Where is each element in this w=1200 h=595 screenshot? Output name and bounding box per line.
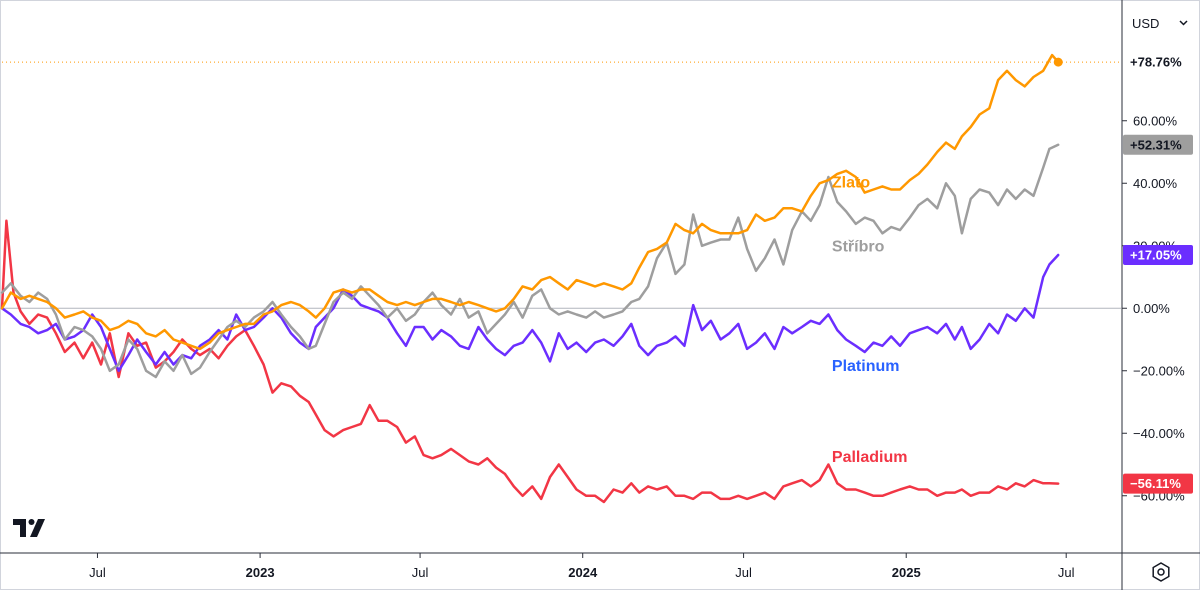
series-line-zlato[interactable] — [0, 53, 1060, 351]
x-tick-label: 2025 — [892, 565, 921, 580]
price-tag-label: −56.11% — [1130, 476, 1181, 491]
price-tag-label: +52.31% — [1130, 137, 1182, 152]
tradingview-logo-icon[interactable] — [13, 519, 45, 537]
series-label-palladium: Palladium — [832, 449, 908, 466]
gear-icon — [1152, 562, 1170, 582]
x-tick-label: 2023 — [246, 565, 275, 580]
price-tag-platinum: +17.05% — [1123, 244, 1193, 265]
price-tag-label: +17.05% — [1130, 247, 1182, 262]
series-end-marker — [1053, 57, 1063, 67]
currency-label: USD — [1132, 16, 1159, 31]
y-tick-label: 60.00% — [1133, 113, 1178, 128]
y-tick-label: 40.00% — [1133, 176, 1178, 191]
series-label-stříbro: Stříbro — [832, 238, 885, 255]
series-label-zlato: Zlato — [832, 174, 870, 191]
plot-area[interactable] — [0, 53, 1121, 504]
settings-button[interactable] — [1123, 554, 1199, 589]
price-tags: +78.76% +52.31% +17.05% −56.11% — [1123, 52, 1193, 494]
series-line-stříbro[interactable] — [0, 143, 1060, 379]
series-labels: Zlato Stříbro Platinum Palladium — [832, 174, 908, 466]
y-tick-label: 0.00% — [1133, 301, 1170, 316]
price-tag-zlato: +78.76% — [1123, 52, 1193, 73]
y-tick-label: −40.00% — [1133, 426, 1185, 441]
chevron-down-icon — [1179, 20, 1188, 26]
x-tick-label: 2024 — [568, 565, 598, 580]
time-axis[interactable]: Jul 2023 Jul 2024 Jul 2025 Jul — [89, 553, 1075, 580]
x-tick-label: Jul — [1058, 565, 1075, 580]
x-tick-label: Jul — [412, 565, 429, 580]
x-tick-label: Jul — [89, 565, 106, 580]
series-label-platinum: Platinum — [832, 358, 900, 375]
y-tick-label: −20.00% — [1133, 363, 1185, 378]
price-tag-palladium: −56.11% — [1123, 473, 1193, 494]
series-line-palladium[interactable] — [0, 219, 1060, 504]
price-tag-stříbro: +52.31% — [1123, 134, 1193, 155]
price-tag-label: +78.76% — [1130, 55, 1182, 70]
x-tick-label: Jul — [735, 565, 752, 580]
currency-selector[interactable]: USD — [1123, 1, 1199, 45]
